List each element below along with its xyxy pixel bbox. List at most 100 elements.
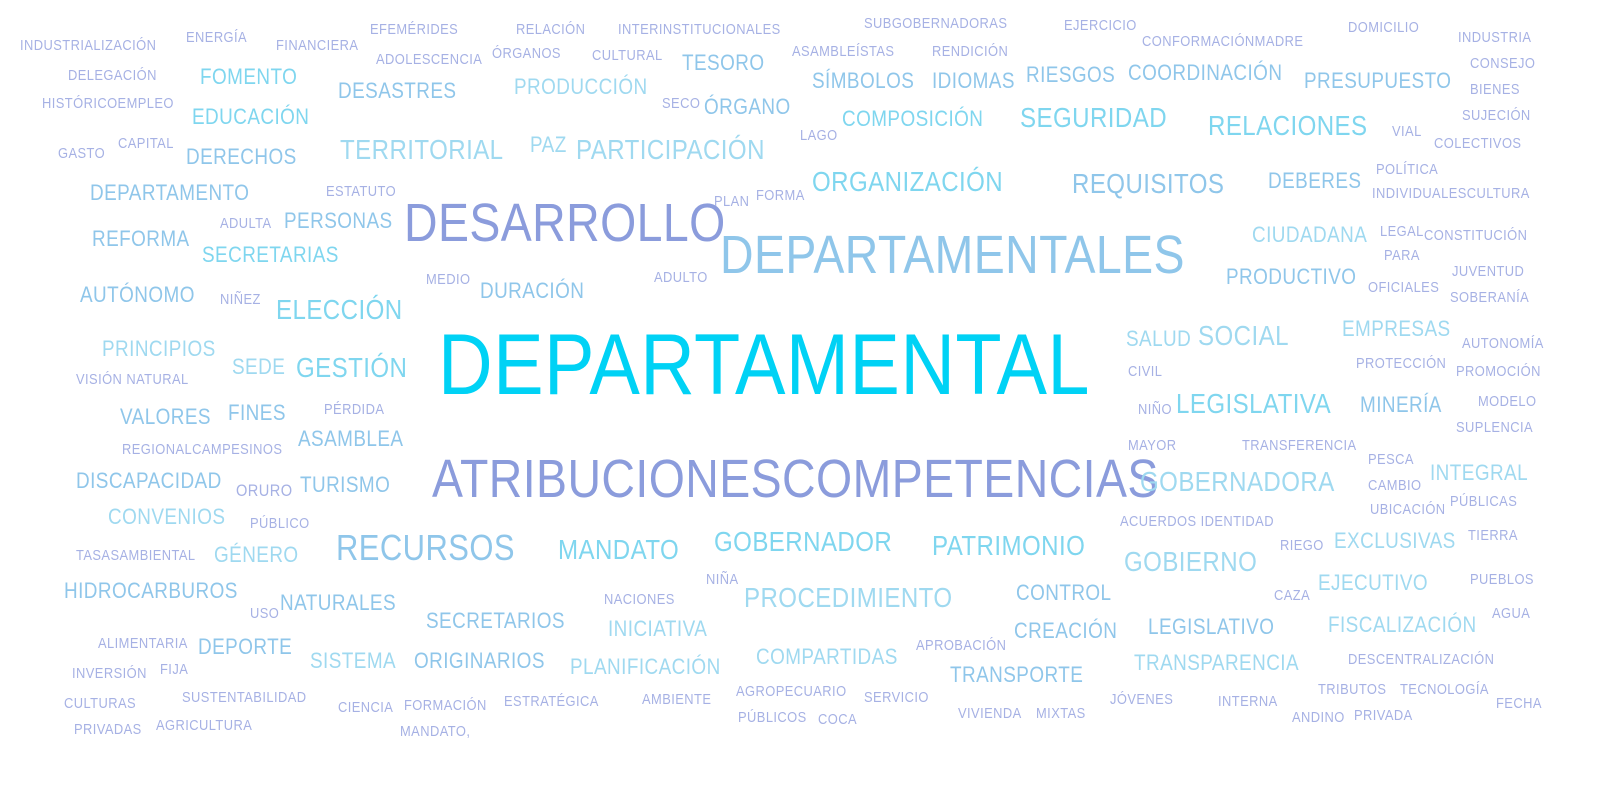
word-coordinacion: COORDINACIÓN bbox=[1128, 60, 1283, 85]
word-personas: PERSONAS bbox=[284, 208, 393, 233]
word-modelo: MODELO bbox=[1478, 393, 1537, 410]
word-interna: INTERNA bbox=[1218, 693, 1278, 710]
word-industrializacion: INDUSTRIALIZACIÓN bbox=[20, 37, 157, 54]
word-sistema: SISTEMA bbox=[310, 648, 397, 673]
word-requisitos: REQUISITOS bbox=[1072, 168, 1225, 199]
word-suplencia: SUPLENCIA bbox=[1456, 419, 1533, 436]
word-secretarias: SECRETARIAS bbox=[202, 242, 339, 267]
word-civil: CIVIL bbox=[1128, 363, 1163, 380]
word-plan: PLAN bbox=[714, 193, 750, 210]
word-legal: LEGAL bbox=[1380, 223, 1424, 240]
word-acuerdos-identidad: ACUERDOS IDENTIDAD bbox=[1120, 513, 1274, 530]
word-genero: GÉNERO bbox=[214, 542, 299, 567]
word-fines: FINES bbox=[228, 400, 286, 425]
word-gobernadora: GOBERNADORA bbox=[1140, 466, 1335, 497]
word-gasto: GASTO bbox=[58, 145, 106, 162]
word-reforma: REFORMA bbox=[92, 226, 190, 251]
word-deberes: DEBERES bbox=[1268, 168, 1362, 193]
word-gobernador: GOBERNADOR bbox=[714, 526, 893, 557]
word-capital: CAPITAL bbox=[118, 135, 174, 152]
word-constitucion: CONSTITUCIÓN bbox=[1424, 227, 1528, 244]
word-exclusivas: EXCLUSIVAS bbox=[1334, 528, 1456, 553]
word-oruro: ORURO bbox=[236, 481, 293, 500]
word-historico-empleo: HISTÓRICOEMPLEO bbox=[42, 95, 174, 112]
word-originarios: ORIGINARIOS bbox=[414, 648, 545, 673]
word-perdida: PÉRDIDA bbox=[324, 401, 385, 418]
word-medio: MEDIO bbox=[426, 271, 471, 288]
word-mineria: MINERÍA bbox=[1360, 392, 1442, 417]
word-descentralizacion: DESCENTRALIZACIÓN bbox=[1348, 651, 1495, 668]
word-vial: VIAL bbox=[1392, 123, 1422, 140]
word-cambio: CAMBIO bbox=[1368, 477, 1422, 494]
word-control: CONTROL bbox=[1016, 580, 1112, 605]
word-duracion: DURACIÓN bbox=[480, 278, 585, 303]
word-seco: SECO bbox=[662, 95, 701, 112]
word-fecha: FECHA bbox=[1496, 695, 1542, 712]
word-ejecutivo: EJECUTIVO bbox=[1318, 570, 1429, 595]
word-domicilio: DOMICILIO bbox=[1348, 19, 1420, 36]
word-energia: ENERGÍA bbox=[186, 29, 248, 46]
word-asambleistas: ASAMBLEÍSTAS bbox=[792, 43, 895, 60]
word-integral: INTEGRAL bbox=[1430, 460, 1529, 485]
word-eleccion: ELECCIÓN bbox=[276, 294, 403, 325]
word-valores: VALORES bbox=[120, 404, 211, 429]
word-politica: POLÍTICA bbox=[1376, 161, 1439, 178]
word-educacion: EDUCACIÓN bbox=[192, 104, 310, 129]
word-tecnologia: TECNOLOGÍA bbox=[1400, 681, 1489, 698]
word-desastres: DESASTRES bbox=[338, 78, 457, 103]
word-territorial: TERRITORIAL bbox=[340, 134, 504, 165]
word-promocion: PROMOCIÓN bbox=[1456, 363, 1541, 380]
word-naturales: NATURALES bbox=[280, 590, 397, 615]
word-relaciones: RELACIONES bbox=[1208, 110, 1368, 141]
word-regional-campesinos: REGIONALCAMPESINOS bbox=[122, 441, 283, 458]
word-oficiales: OFICIALES bbox=[1368, 279, 1440, 296]
word-planificacion: PLANIFICACIÓN bbox=[570, 654, 721, 679]
word-efemerides: EFEMÉRIDES bbox=[370, 21, 459, 38]
word-privadas: PRIVADAS bbox=[74, 721, 142, 738]
word-relacion: RELACIÓN bbox=[516, 21, 586, 38]
word-paz: PAZ bbox=[530, 132, 567, 157]
word-hidrocarburos: HIDROCARBUROS bbox=[64, 578, 238, 603]
word-fiscalizacion: FISCALIZACIÓN bbox=[1328, 612, 1477, 637]
word-mandato: MANDATO bbox=[558, 534, 680, 565]
word-inversion: INVERSIÓN bbox=[72, 665, 147, 682]
word-gobierno: GOBIERNO bbox=[1124, 546, 1258, 577]
word-procedimiento: PROCEDIMIENTO bbox=[744, 582, 953, 613]
word-industria: INDUSTRIA bbox=[1458, 29, 1532, 46]
word-convenios: CONVENIOS bbox=[108, 504, 226, 529]
word-ambiente: AMBIENTE bbox=[642, 691, 712, 708]
word-individuales-cultura: INDIVIDUALESCULTURA bbox=[1372, 185, 1530, 202]
word-colectivos: COLECTIVOS bbox=[1434, 135, 1522, 152]
word-iniciativa: INICIATIVA bbox=[608, 616, 708, 641]
word-mayor: MAYOR bbox=[1128, 437, 1177, 454]
word-recursos: RECURSOS bbox=[336, 527, 515, 568]
word-subgobernadoras: SUBGOBERNADORAS bbox=[864, 15, 1008, 32]
word-soberania: SOBERANÍA bbox=[1450, 289, 1530, 306]
word-forma: FORMA bbox=[756, 187, 805, 204]
word-andino: ANDINO bbox=[1292, 709, 1345, 726]
word-jovenes: JÓVENES bbox=[1110, 691, 1174, 708]
word-tasas-ambiental: TASASAMBIENTAL bbox=[76, 547, 196, 564]
word-adulto: ADULTO bbox=[654, 269, 708, 286]
word-composicion: COMPOSICIÓN bbox=[842, 106, 984, 131]
word-adulta: ADULTA bbox=[220, 215, 272, 232]
word-produccion: PRODUCCIÓN bbox=[514, 74, 648, 99]
word-lago: LAGO bbox=[800, 127, 838, 144]
word-aprobacion: APROBACIÓN bbox=[916, 637, 1007, 654]
word-deporte: DEPORTE bbox=[198, 634, 293, 659]
word-tesoro: TESORO bbox=[682, 50, 765, 75]
word-principios: PRINCIPIOS bbox=[102, 336, 216, 361]
word-ejercicio: EJERCICIO bbox=[1064, 17, 1137, 34]
word-organizacion: ORGANIZACIÓN bbox=[812, 166, 1004, 197]
word-autonomo: AUTÓNOMO bbox=[80, 282, 195, 307]
word-publicos: PÚBLICOS bbox=[738, 709, 807, 726]
word-creacion: CREACIÓN bbox=[1014, 618, 1118, 643]
word-compartidas: COMPARTIDAS bbox=[756, 644, 898, 669]
word-discapacidad: DISCAPACIDAD bbox=[76, 468, 222, 493]
word-consejo: CONSEJO bbox=[1470, 55, 1536, 72]
word-vivienda: VIVIENDA bbox=[958, 705, 1022, 722]
word-privada: PRIVADA bbox=[1354, 707, 1413, 724]
word-para: PARA bbox=[1384, 247, 1420, 264]
word-derechos: DERECHOS bbox=[186, 144, 297, 169]
